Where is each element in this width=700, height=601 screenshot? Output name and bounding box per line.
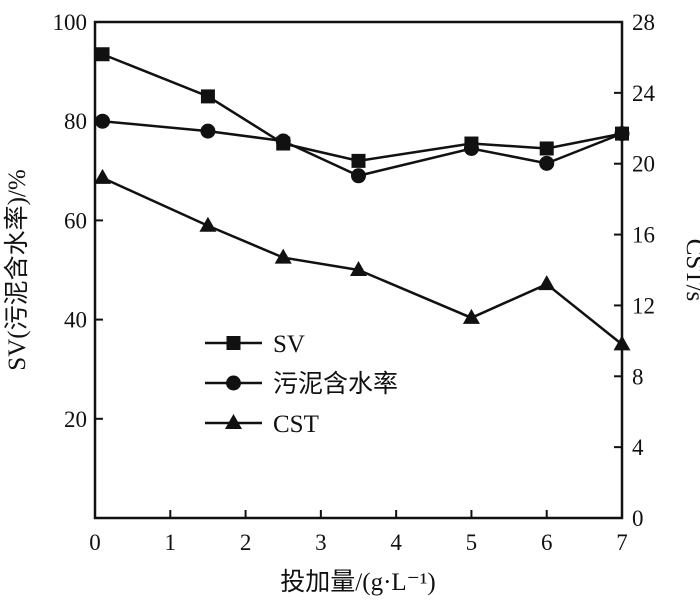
y-left-tick-label: 20 (64, 407, 87, 432)
x-tick-label: 6 (541, 530, 553, 555)
y-right-axis-ticks: 0 4 8 12 16 20 24 28 (614, 10, 656, 531)
plot-border (93, 20, 624, 520)
x-tick-label: 3 (315, 530, 327, 555)
y-left-axis-ticks: 20 40 60 80 100 (53, 10, 103, 432)
x-tick-label: 1 (165, 530, 177, 555)
data-point (614, 126, 630, 142)
legend-marker (225, 414, 242, 429)
x-tick-label: 0 (89, 530, 101, 555)
y-right-axis-label: CST/s (681, 239, 700, 302)
x-tick-label: 4 (390, 530, 402, 555)
data-point (539, 155, 555, 171)
data-point (199, 216, 217, 232)
series-layer (94, 47, 631, 351)
data-point (200, 123, 216, 139)
legend-item: 污泥含水率 (205, 370, 398, 398)
data-point (95, 113, 111, 129)
data-point (351, 153, 366, 168)
x-axis-label: 投加量/(g·L⁻¹) (280, 568, 435, 596)
data-point (200, 89, 215, 104)
legend-marker (226, 336, 241, 350)
legend-item: SV (205, 331, 305, 358)
x-tick-label: 7 (616, 530, 628, 555)
y-left-tick-label: 60 (64, 208, 87, 233)
y-right-tick-label: 4 (632, 435, 644, 460)
y-right-tick-label: 0 (632, 506, 644, 531)
y-right-tick-label: 16 (632, 223, 655, 248)
legend-label: SV (273, 331, 305, 358)
y-left-tick-label: 40 (64, 308, 87, 333)
legend: SV 污泥含水率 CST (205, 331, 398, 438)
series-2 (95, 113, 630, 184)
legend-label: CST (273, 411, 319, 438)
y-left-tick-label: 100 (53, 10, 88, 35)
series-line (102, 176, 623, 346)
series-1 (95, 47, 629, 168)
data-point (94, 168, 112, 184)
data-point (275, 133, 291, 149)
legend-label: 污泥含水率 (273, 370, 398, 398)
data-point (463, 140, 479, 156)
series-3 (94, 168, 631, 351)
data-point (539, 141, 554, 156)
data-point (462, 308, 480, 324)
legend-marker (226, 375, 241, 391)
x-axis-ticks: 0 1 2 3 4 5 6 7 (89, 510, 628, 555)
y-left-tick-label: 80 (64, 109, 87, 134)
y-left-axis-label: SV(污泥含水率)/% (3, 169, 31, 370)
data-point (274, 248, 292, 264)
x-tick-label: 2 (240, 530, 252, 555)
data-point (351, 168, 366, 184)
x-tick-label: 5 (466, 530, 478, 555)
y-right-tick-label: 8 (632, 364, 644, 389)
data-point (95, 47, 110, 62)
data-point (350, 261, 367, 276)
data-point (613, 335, 631, 351)
y-right-tick-label: 12 (632, 293, 655, 318)
legend-item: CST (205, 411, 319, 438)
y-right-tick-label: 24 (632, 81, 656, 106)
data-point (538, 275, 556, 291)
y-right-tick-label: 28 (632, 10, 655, 35)
plot-frame (93, 20, 624, 520)
y-right-tick-label: 20 (632, 152, 655, 177)
